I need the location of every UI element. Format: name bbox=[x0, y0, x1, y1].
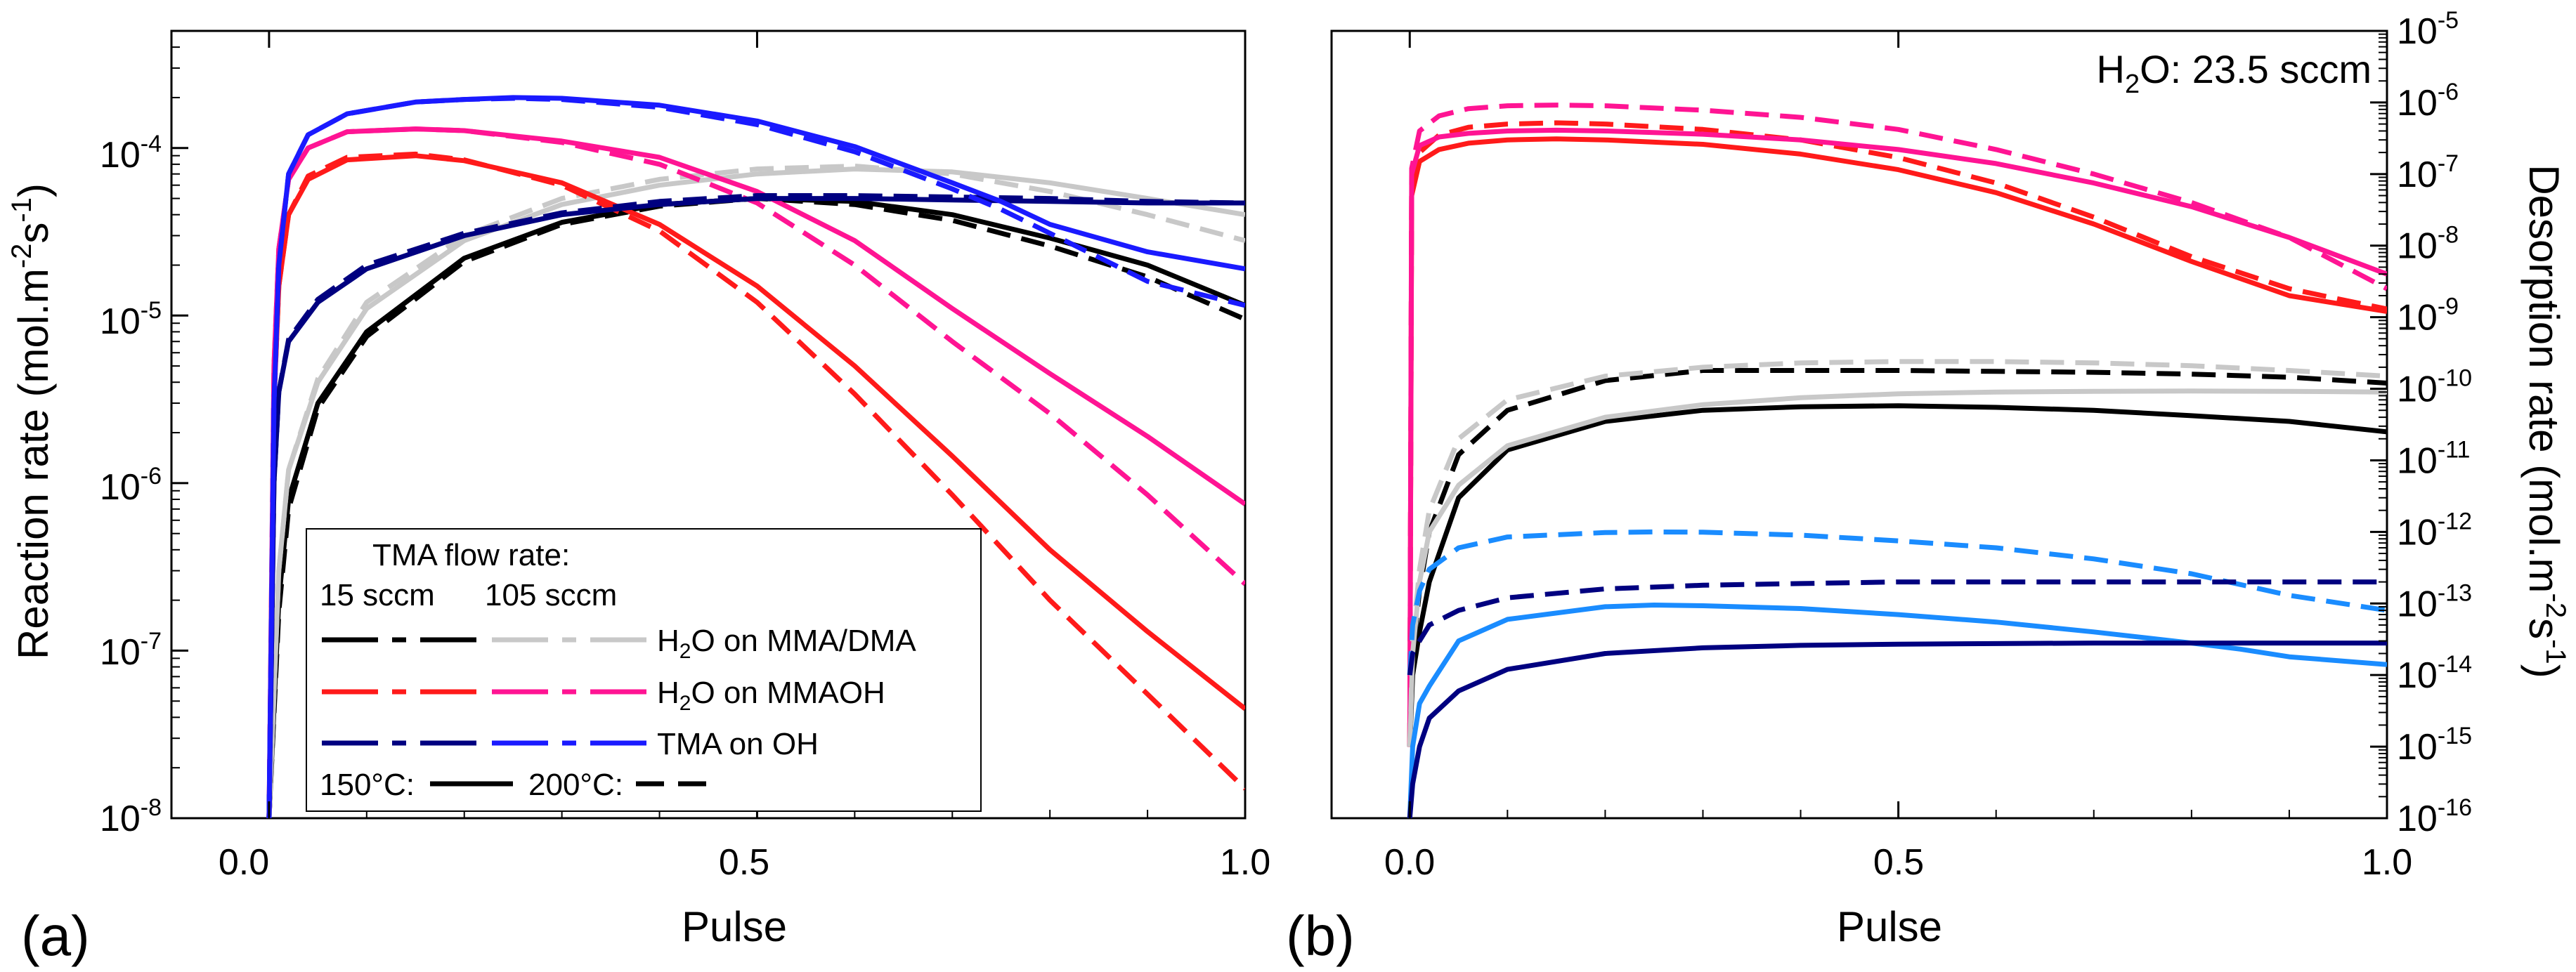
b-ytick-label-2: 10-14 bbox=[2397, 651, 2472, 696]
b-xtick-label-1: 0.5 bbox=[1873, 842, 1924, 883]
b-xtick-label-0: 0.0 bbox=[1384, 842, 1435, 883]
panel-a-ticks-group bbox=[171, 30, 1247, 820]
legend-temp-dash-label: 200°C: bbox=[528, 768, 623, 802]
a-series-line-3 bbox=[266, 164, 1245, 818]
b-series-line-3 bbox=[1407, 103, 2387, 747]
b-ytick-label-0: 10-16 bbox=[2397, 794, 2472, 839]
panel-b-frame bbox=[1330, 29, 2388, 820]
b-ytick-label-6: 10-10 bbox=[2397, 365, 2472, 410]
b-ytick-label-4: 10-12 bbox=[2397, 508, 2472, 553]
b-series-line-6 bbox=[1407, 388, 2387, 747]
b-series-line-9 bbox=[1407, 529, 2387, 676]
legend-label-tma: TMA on OH bbox=[657, 727, 819, 761]
b-series-line-4 bbox=[1407, 403, 2387, 747]
a-ytick-label-1e-6: 10-6 bbox=[100, 463, 162, 508]
a-yaxis-title: Reaction rate (mol.m-2s-1) bbox=[6, 183, 57, 659]
b-ytick-label-1: 10-15 bbox=[2397, 723, 2472, 768]
b-series-line-10 bbox=[1407, 641, 2387, 818]
a-series-line-9 bbox=[266, 193, 1245, 818]
b-series-line-0 bbox=[1407, 136, 2387, 747]
panel-b-series-group bbox=[1407, 103, 2387, 818]
a-series-line-1 bbox=[266, 196, 1245, 818]
panel-b-ytick-labels: 10-16 10-15 10-14 10-13 10-12 10-11 10-10 10-9 1… bbox=[2397, 7, 2472, 839]
b-yaxis-title: Desorption rate (mol.m-2s-1) bbox=[2520, 164, 2571, 678]
a-ytick-label-1e-4: 10-4 bbox=[100, 131, 162, 176]
a-xaxis-title: Pulse bbox=[682, 903, 787, 950]
b-ytick-label-9: 10-7 bbox=[2397, 150, 2459, 195]
b-ytick-label-10: 10-6 bbox=[2397, 79, 2459, 124]
b-ytick-label-11: 10-5 bbox=[2397, 7, 2459, 52]
b-xaxis-title: Pulse bbox=[1837, 903, 1942, 950]
b-ytick-label-5: 10-11 bbox=[2397, 436, 2470, 481]
legend: TMA flow rate: 15 sccm 105 sccm H2O on M… bbox=[306, 528, 982, 812]
legend-temp-solid-label: 150°C: bbox=[320, 768, 415, 802]
a-ytick-label-1e-7: 10-7 bbox=[100, 628, 162, 673]
b-series-line-2 bbox=[1407, 127, 2387, 747]
panel-a-series-group bbox=[266, 95, 1245, 818]
a-ytick-label-1e-8: 10-8 bbox=[100, 794, 162, 839]
panel-b: 0.0 0.5 1.0 10-1610-1510-1410-1310-1210-… bbox=[1286, 7, 2571, 967]
b-xtick-label-2: 1.0 bbox=[2362, 842, 2412, 883]
legend-label-mma-dma: H2O on MMA/DMA bbox=[657, 624, 916, 663]
panel-a: 0.0 0.5 1.0 10-8 10-7 10-6 10-5 10-4 Pul… bbox=[6, 29, 1270, 967]
b-series-line-8 bbox=[1407, 603, 2387, 818]
legend-box bbox=[306, 528, 982, 812]
b-ytick-label-7: 10-9 bbox=[2397, 294, 2459, 339]
a-series-line-11 bbox=[266, 96, 1245, 818]
b-series-line-7 bbox=[1407, 359, 2387, 747]
b-series-line-11 bbox=[1407, 579, 2387, 676]
b-ytick-label-3: 10-13 bbox=[2397, 579, 2472, 624]
a-xtick-label-1: 0.5 bbox=[719, 842, 769, 883]
b-ytick-label-8: 10-8 bbox=[2397, 222, 2459, 267]
a-series-line-5 bbox=[266, 151, 1245, 818]
legend-label-mmaoh: H2O on MMAOH bbox=[657, 676, 885, 715]
panel-b-ticks-group bbox=[1408, 29, 2388, 820]
panel-a-frame bbox=[170, 29, 1247, 820]
a-xtick-label-2: 1.0 bbox=[1220, 842, 1270, 883]
b-series-line-5 bbox=[1407, 368, 2387, 747]
legend-col1-header: 15 sccm bbox=[320, 578, 435, 612]
b-annotation: H2O: 23.5 sccm bbox=[2097, 47, 2372, 99]
a-xtick-label-0: 0.0 bbox=[219, 842, 269, 883]
b-panel-label: (b) bbox=[1286, 905, 1355, 967]
a-panel-label: (a) bbox=[21, 905, 90, 967]
legend-col2-header: 105 sccm bbox=[485, 578, 617, 612]
legend-title: TMA flow rate: bbox=[372, 538, 570, 572]
a-ytick-label-1e-5: 10-5 bbox=[100, 297, 162, 342]
